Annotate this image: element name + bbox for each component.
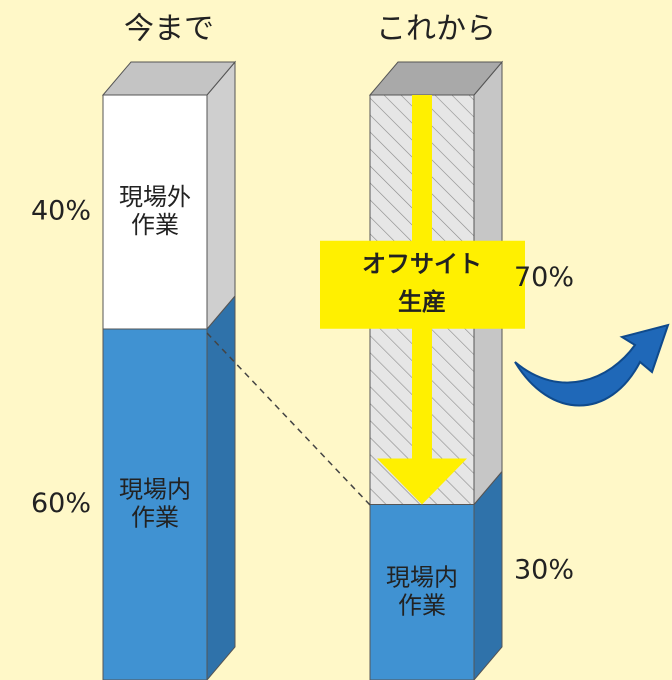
bar-segment <box>102 328 208 680</box>
arrow-head <box>377 458 467 505</box>
segment-label: 現場外 <box>119 183 191 211</box>
bar-top <box>368 61 504 96</box>
bar-segment-side <box>206 60 236 331</box>
bar-top <box>101 61 237 96</box>
value-label: 70% <box>514 262 574 293</box>
value-label: 30% <box>514 554 574 585</box>
label-box <box>320 240 525 329</box>
category-label: 今まで <box>124 12 214 47</box>
value-label: 40% <box>31 196 91 227</box>
segment-label: 現場内 <box>119 476 191 504</box>
segment-label: 作業 <box>131 504 179 532</box>
category-label: これから <box>376 12 496 47</box>
segment-label: 生産 <box>398 288 446 316</box>
segment-label: オフサイト <box>362 250 482 278</box>
value-label: 60% <box>31 488 91 519</box>
bar-segment <box>102 94 208 330</box>
bar-segment <box>369 504 475 680</box>
segment-label: 作業 <box>131 211 179 239</box>
arrow-icon <box>514 323 670 407</box>
segment-label: 現場内 <box>386 563 458 591</box>
bar-segment-side <box>473 470 503 680</box>
bar-segment-side <box>206 294 236 680</box>
segment-label: 作業 <box>398 591 446 619</box>
bars: 今まで現場内作業60%現場外作業40%これから現場内作業30%オフサイト生産70… <box>31 12 574 680</box>
